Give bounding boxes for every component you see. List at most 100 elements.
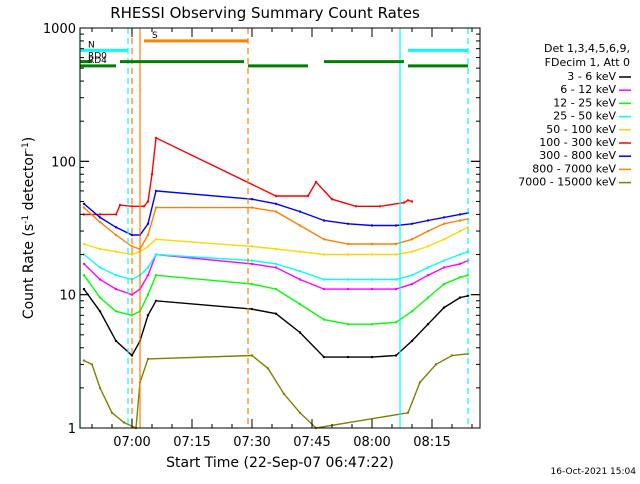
data-point (450, 354, 454, 357)
data-point (370, 253, 374, 256)
series-line (83, 251, 469, 281)
data-point (114, 274, 118, 277)
data-point (458, 276, 462, 279)
state-bar-label: RD0 (88, 52, 107, 62)
data-point (346, 253, 350, 256)
data-point (410, 222, 414, 225)
data-point (82, 287, 86, 291)
data-point (370, 287, 374, 291)
data-point (154, 253, 158, 256)
data-point (98, 278, 102, 281)
data-point (394, 354, 398, 357)
series-line (84, 136, 413, 216)
data-point (346, 355, 350, 359)
data-point (370, 242, 374, 246)
data-point (154, 274, 158, 277)
legend-entry: 3 - 6 keV (567, 70, 616, 83)
data-point (410, 250, 414, 253)
data-point (410, 200, 414, 203)
legend-entry: 50 - 100 keV (546, 123, 616, 136)
data-point (298, 224, 302, 227)
y-label-exponent: -1 (21, 142, 31, 151)
data-point (370, 323, 374, 326)
y-tick-label: 100 (51, 155, 76, 170)
data-point (118, 203, 122, 207)
data-point (82, 206, 86, 209)
data-point (406, 199, 410, 202)
data-point (322, 219, 326, 222)
data-point (114, 339, 118, 343)
data-point (426, 266, 430, 269)
data-point (250, 307, 254, 311)
y-axis: 1 10 100 1000 (43, 22, 480, 437)
legend-entry: 300 - 800 keV (539, 149, 616, 162)
data-point (346, 323, 350, 326)
data-point (82, 262, 86, 266)
data-layer (82, 136, 470, 430)
legend: Det 1,3,4,5,6,9,FDecim 1, Att 03 - 6 keV… (518, 42, 631, 189)
data-point (90, 363, 94, 366)
data-point (298, 278, 302, 281)
y-tick-label: 1000 (43, 22, 76, 37)
data-point (274, 287, 278, 291)
y-label-part: detector (21, 151, 37, 215)
data-point (110, 411, 114, 414)
data-point (98, 247, 102, 251)
data-point (458, 219, 462, 222)
data-point (130, 245, 134, 248)
state-bar-label: S (152, 31, 158, 41)
legend-entry: 6 - 12 keV (560, 83, 616, 96)
data-point (442, 306, 446, 309)
data-point (322, 287, 326, 291)
series-line (83, 226, 469, 256)
data-point (146, 314, 150, 317)
x-tick-label: 07:00 (113, 435, 150, 450)
data-point (146, 293, 150, 296)
data-point (306, 194, 310, 198)
data-point (410, 339, 414, 343)
data-point (130, 205, 134, 208)
data-point (442, 222, 446, 225)
legend-entry: 7000 - 15000 keV (518, 176, 616, 189)
data-point (154, 136, 158, 140)
data-point (98, 213, 102, 216)
data-point (146, 233, 150, 237)
legend-entry: 12 - 25 keV (553, 96, 616, 109)
series-line (83, 190, 469, 236)
data-point (322, 253, 326, 256)
data-point (154, 238, 158, 241)
data-point (250, 259, 254, 262)
data-point (426, 245, 430, 248)
data-point (274, 312, 278, 315)
data-point (250, 198, 254, 201)
data-point (146, 245, 150, 248)
data-point (442, 238, 446, 241)
timestamp: 16-Oct-2021 15:04 (551, 467, 637, 477)
data-point (458, 296, 462, 299)
data-point (402, 201, 406, 204)
legend-entry: 25 - 50 keV (553, 110, 616, 123)
data-point (130, 293, 134, 296)
data-point (274, 202, 278, 205)
data-point (98, 220, 102, 224)
data-point (250, 282, 254, 286)
data-point (130, 314, 134, 317)
data-point (394, 242, 398, 246)
data-point (142, 205, 146, 208)
plot-frame (79, 27, 481, 429)
data-point (322, 238, 326, 241)
legend-entry: 800 - 7000 keV (532, 162, 616, 175)
state-bar-label: RD4 (88, 56, 107, 66)
data-point (154, 299, 158, 302)
data-point (410, 282, 414, 286)
data-point (274, 210, 278, 213)
data-point (442, 266, 446, 269)
data-point (98, 296, 102, 299)
data-point (298, 250, 302, 253)
data-point (458, 229, 462, 233)
series-line (83, 353, 469, 430)
data-point (426, 219, 430, 222)
data-point (274, 194, 278, 198)
data-point (274, 266, 278, 269)
